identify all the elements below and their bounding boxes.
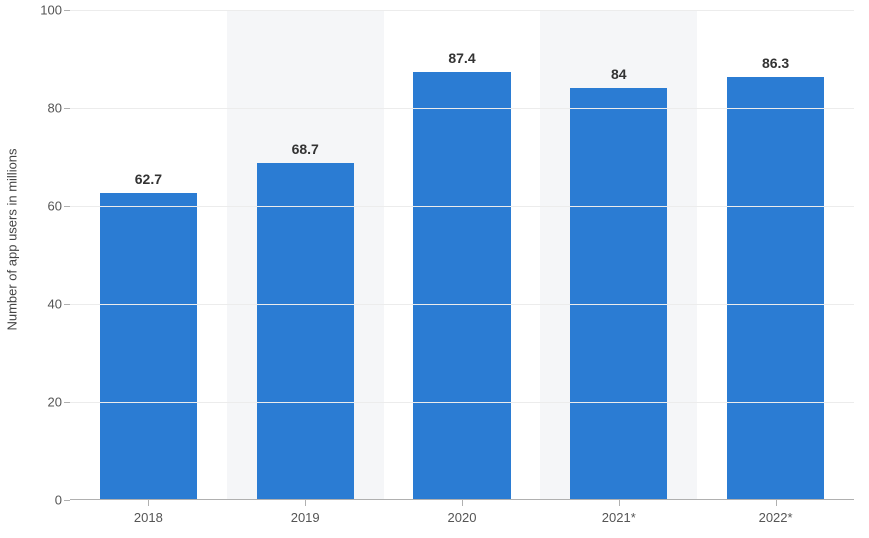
plot-area: 62.7201868.7201987.42020842021*86.32022*… bbox=[70, 10, 854, 500]
y-tick-label: 40 bbox=[22, 297, 70, 312]
x-tick-mark bbox=[462, 500, 463, 506]
x-axis-line bbox=[70, 499, 854, 500]
bar bbox=[413, 72, 510, 500]
y-tick-label: 100 bbox=[22, 3, 70, 18]
gridline bbox=[70, 402, 854, 403]
gridline bbox=[70, 304, 854, 305]
gridline bbox=[70, 108, 854, 109]
y-tick-mark bbox=[64, 500, 70, 501]
bar-value-label: 68.7 bbox=[292, 141, 319, 157]
bar bbox=[727, 77, 824, 500]
x-tick-mark bbox=[305, 500, 306, 506]
gridline bbox=[70, 10, 854, 11]
y-tick-label: 60 bbox=[22, 199, 70, 214]
plot-inner: 62.7201868.7201987.42020842021*86.32022*… bbox=[70, 10, 854, 500]
y-axis-title-wrap: Number of app users in millions bbox=[0, 0, 24, 478]
y-tick-mark bbox=[64, 304, 70, 305]
chart-band: 87.42020 bbox=[384, 10, 541, 500]
bar-value-label: 87.4 bbox=[448, 50, 475, 66]
bar-bands: 62.7201868.7201987.42020842021*86.32022* bbox=[70, 10, 854, 500]
bar-value-label: 86.3 bbox=[762, 55, 789, 71]
chart-band: 842021* bbox=[540, 10, 697, 500]
y-tick-mark bbox=[64, 108, 70, 109]
gridline bbox=[70, 206, 854, 207]
x-tick-mark bbox=[619, 500, 620, 506]
y-tick-label: 20 bbox=[22, 395, 70, 410]
bar-value-label: 62.7 bbox=[135, 171, 162, 187]
x-tick-mark bbox=[776, 500, 777, 506]
y-tick-label: 80 bbox=[22, 101, 70, 116]
x-tick-mark bbox=[148, 500, 149, 506]
y-tick-mark bbox=[64, 402, 70, 403]
bar bbox=[570, 88, 667, 500]
bar bbox=[100, 193, 197, 500]
bar-chart: Number of app users in millions 62.72018… bbox=[0, 0, 869, 538]
chart-band: 68.72019 bbox=[227, 10, 384, 500]
bar bbox=[257, 163, 354, 500]
y-tick-mark bbox=[64, 10, 70, 11]
y-tick-label: 0 bbox=[22, 493, 70, 508]
chart-band: 86.32022* bbox=[697, 10, 854, 500]
bar-value-label: 84 bbox=[611, 66, 627, 82]
chart-band: 62.72018 bbox=[70, 10, 227, 500]
y-tick-mark bbox=[64, 206, 70, 207]
y-axis-title: Number of app users in millions bbox=[5, 148, 20, 330]
